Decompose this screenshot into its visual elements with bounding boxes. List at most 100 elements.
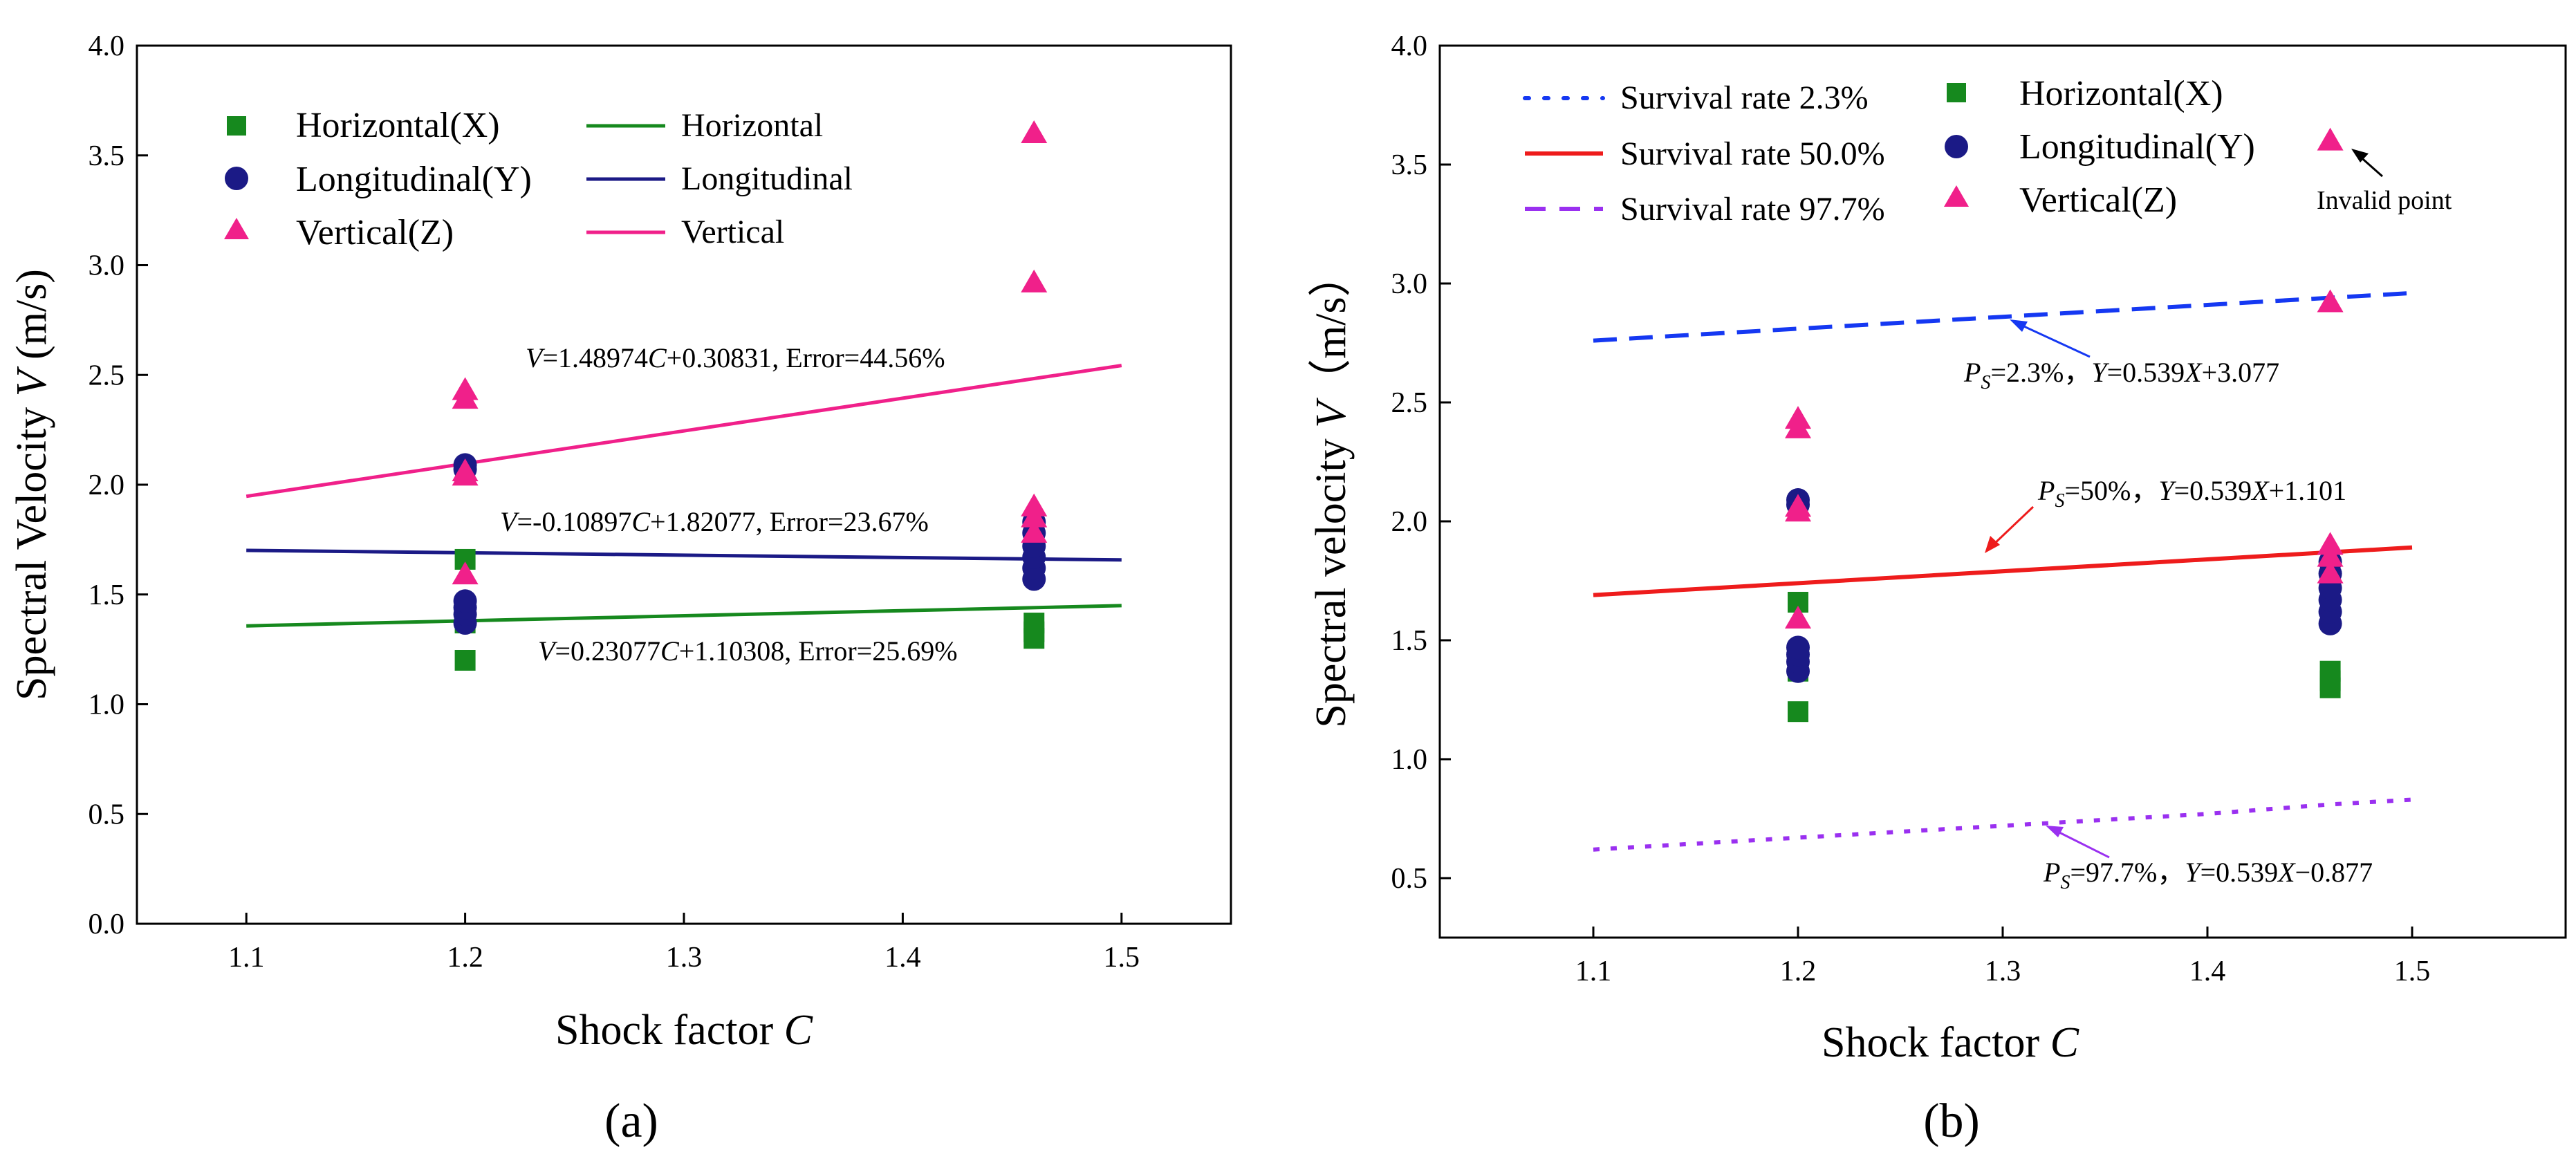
arrow-head-97-7 [2046, 826, 2064, 837]
panel-a: 1.1 1.2 1.3 1.4 1.5 0.0 0.5 1.0 1.5 2.0 2.5 3.0 3.5… [8, 30, 1232, 1148]
data-point-v [1021, 120, 1048, 143]
legend: Survival rate 2.3% Survival rate 50.0% S… [1523, 74, 2255, 227]
equation-survival-97-7: PS=97.7%，Y=0.539X−0.877 [2043, 857, 2373, 893]
legend-marker-horizontal [1947, 83, 1966, 102]
y-tick-label: 0.5 [89, 799, 125, 830]
y-axis-ticks: 0.5 1.0 1.5 2.0 2.5 3.0 3.5 4.0 [1391, 30, 1451, 895]
series-line-lh [246, 604, 1122, 628]
legend-line-label-vertical: Vertical [681, 214, 784, 250]
y-axis-ticks: 0.0 0.5 1.0 1.5 2.0 2.5 3.0 3.5 4.0 [89, 30, 148, 940]
data-point-l [453, 589, 477, 613]
data-point-v [1785, 494, 1811, 517]
legend-label-longitudinal: Longitudinal(Y) [2019, 127, 2255, 167]
series-line-s977 [1593, 797, 2413, 852]
data-point-v [452, 561, 479, 585]
equation-longitudinal: V=-0.10897C+1.82077, Error=23.67% [500, 506, 929, 537]
x-tick-label: 1.4 [2189, 956, 2226, 987]
data-point-v [452, 458, 479, 481]
y-tick-label: 1.0 [1391, 744, 1428, 776]
x-axis-ticks: 1.1 1.2 1.3 1.4 1.5 [228, 913, 1140, 974]
data-point-v [1785, 606, 1811, 629]
arrow-line-50 [1990, 505, 2035, 548]
data-point-v [2317, 289, 2344, 313]
legend-label-survival-50: Survival rate 50.0% [1620, 136, 1885, 172]
data-point-v [1021, 519, 1048, 543]
data-point-v [1021, 269, 1048, 292]
y-tick-label: 4.0 [89, 30, 125, 62]
legend-label-vertical: Vertical(Z) [2019, 180, 2177, 220]
arrow-head-50 [1985, 536, 2000, 553]
x-tick-label: 1.5 [1104, 942, 1140, 974]
equation-annotations: PS=2.3%，Y=0.539X+3.077 PS=50%，Y=0.539X+1… [1963, 149, 2452, 893]
arrow-line-2-3 [2017, 322, 2091, 358]
legend-marker-longitudinal [225, 167, 248, 190]
legend-label-longitudinal: Longitudinal(Y) [296, 160, 532, 199]
equation-survival-2-3: PS=2.3%，Y=0.539X+3.077 [1963, 357, 2279, 393]
y-tick-label: 0.0 [89, 909, 125, 940]
data-point-v [2317, 127, 2344, 151]
legend-label-vertical: Vertical(Z) [296, 213, 454, 252]
y-tick-label: 3.5 [89, 140, 125, 172]
panel-b: 1.1 1.2 1.3 1.4 1.5 0.5 1.0 1.5 2.0 2.5 3.0 3.5 4.0… [1308, 30, 2567, 1148]
data-point-h [1023, 613, 1045, 634]
panel-label: (a) [604, 1095, 658, 1148]
y-tick-label: 2.0 [1391, 506, 1428, 538]
data-point-v [1021, 493, 1048, 517]
x-tick-label: 1.3 [1985, 956, 2021, 987]
data-point-l [1786, 635, 1810, 660]
fit-lines [245, 364, 1122, 628]
scatter-points [452, 120, 1048, 671]
legend-label-horizontal: Horizontal(X) [2019, 74, 2223, 113]
x-tick-label: 1.3 [666, 942, 703, 974]
x-tick-label: 1.2 [1780, 956, 1817, 987]
legend-marker-longitudinal [1945, 135, 1968, 158]
equation-vertical: V=1.48974C+0.30831, Error=44.56% [526, 342, 945, 373]
y-tick-label: 3.5 [1391, 149, 1428, 181]
x-tick-label: 1.1 [228, 942, 265, 974]
arrow-head-invalid [2351, 149, 2369, 162]
data-point-v [2317, 543, 2344, 567]
x-tick-label: 1.4 [884, 942, 921, 974]
data-point-v [452, 377, 479, 400]
x-axis-title: Shock factor C [1822, 1019, 2079, 1066]
survival-rate-lines [1593, 290, 2413, 852]
data-point-v [2317, 532, 2344, 555]
legend-marker-vertical [1944, 185, 1969, 207]
y-tick-label: 3.0 [1391, 268, 1428, 300]
data-point-h [1788, 701, 1808, 723]
legend-marker-horizontal [227, 116, 246, 136]
y-axis-title: Spectral velocity V（m/s） [1308, 254, 1355, 727]
arrow-line-97-7 [2053, 828, 2110, 859]
legend-label-survival-2-3: Survival rate 2.3% [1620, 80, 1869, 116]
invalid-point-label: Invalid point [2317, 186, 2452, 215]
y-tick-label: 2.5 [89, 360, 125, 391]
series-line-lv [245, 364, 1122, 499]
data-point-v [2317, 560, 2344, 584]
x-axis-ticks: 1.1 1.2 1.3 1.4 1.5 [1575, 927, 2431, 987]
x-tick-label: 1.1 [1575, 956, 1612, 987]
y-tick-label: 0.5 [1391, 863, 1428, 895]
y-tick-label: 1.5 [1391, 625, 1428, 657]
legend-label-horizontal: Horizontal(X) [296, 106, 500, 145]
arrow-head-2-3 [2010, 319, 2028, 332]
y-tick-label: 1.5 [89, 579, 125, 611]
y-tick-label: 3.0 [89, 250, 125, 282]
y-axis-title: Spectral Velocity V (m/s) [8, 269, 55, 700]
y-tick-label: 2.5 [1391, 387, 1428, 419]
scatter-points [1785, 127, 2344, 723]
y-tick-label: 2.0 [89, 469, 125, 501]
series-line-s23 [1593, 290, 2413, 343]
equation-annotations: V=1.48974C+0.30831, Error=44.56% V=-0.10… [500, 342, 958, 667]
x-tick-label: 1.5 [2394, 956, 2431, 987]
legend-line-label-longitudinal: Longitudinal [681, 160, 853, 197]
equation-survival-50: PS=50%，Y=0.539X+1.101 [2037, 475, 2346, 512]
data-point-h [454, 650, 476, 671]
x-axis-title: Shock factor C [555, 1007, 813, 1054]
legend-marker-vertical [224, 218, 249, 239]
y-tick-label: 1.0 [89, 689, 125, 721]
panel-label: (b) [1923, 1095, 1980, 1148]
equation-horizontal: V=0.23077C+1.10308, Error=25.69% [538, 635, 958, 667]
x-tick-label: 1.2 [447, 942, 483, 974]
legend-label-survival-97-7: Survival rate 97.7% [1620, 191, 1885, 227]
